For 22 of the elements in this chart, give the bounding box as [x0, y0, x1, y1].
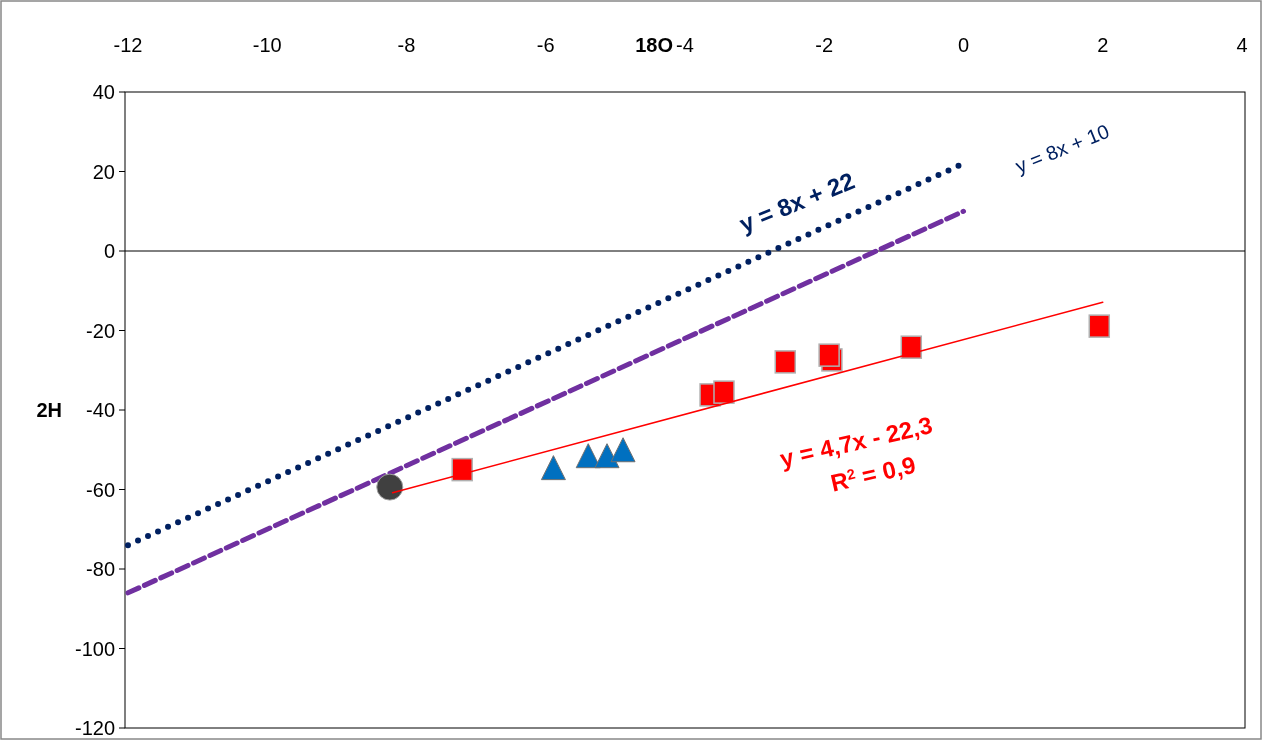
- x-tick-label: -12: [113, 34, 143, 56]
- y-tick-label: 40: [92, 81, 115, 103]
- x-tick-label: -4: [676, 34, 694, 56]
- x-tick-label: -2: [815, 34, 834, 56]
- x-tick-label: -6: [536, 34, 555, 56]
- annotation: y = 8x + 22: [735, 166, 859, 238]
- annotation: y = 8x + 10: [1012, 119, 1113, 178]
- y-tick-label: -60: [86, 478, 115, 501]
- x-axis-title: 18O: [635, 34, 673, 56]
- y-tick-label: -40: [86, 399, 115, 421]
- x-tick-label: 2: [1097, 34, 1109, 56]
- y-axis-title: 2H: [36, 399, 62, 421]
- y-tick-label: -20: [86, 319, 115, 342]
- x-tick-label: -10: [252, 34, 282, 56]
- y-tick-label: -80: [86, 558, 115, 580]
- y-tick-label: 0: [103, 240, 115, 262]
- y-tick-label: -120: [74, 717, 115, 739]
- y-tick-label: 20: [92, 160, 115, 183]
- x-tick-label: -8: [397, 34, 416, 56]
- y-tick-label: -100: [74, 637, 115, 660]
- x-tick-label: 0: [957, 34, 970, 56]
- x-tick-label: 4: [1236, 34, 1248, 56]
